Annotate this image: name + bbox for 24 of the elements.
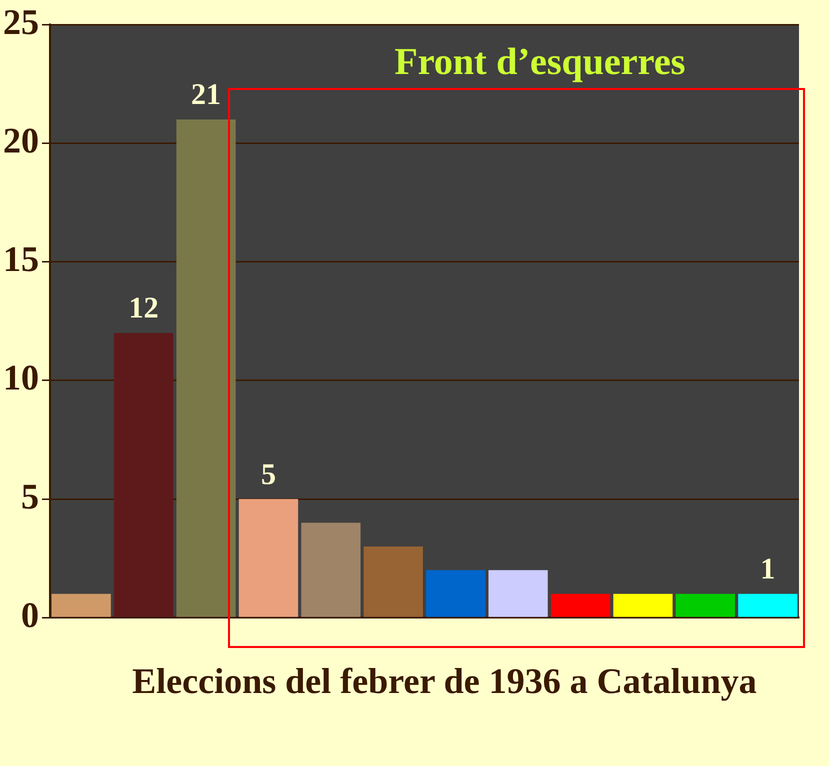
y-tick-label: 0 xyxy=(21,594,39,635)
data-label: 1 xyxy=(760,552,776,586)
bar xyxy=(426,570,486,617)
bar xyxy=(114,332,174,617)
y-tick-label: 20 xyxy=(3,120,39,160)
y-tick-label: 5 xyxy=(21,476,39,516)
bar xyxy=(176,119,236,617)
x-axis-title: Eleccions del febrer de 1936 a Catalunya xyxy=(131,660,758,703)
bar xyxy=(238,499,298,617)
bar xyxy=(613,594,673,617)
bar xyxy=(738,594,798,617)
bar xyxy=(52,594,111,617)
bar xyxy=(550,594,610,617)
y-tick-label: 25 xyxy=(3,2,39,42)
bar xyxy=(676,594,736,617)
annotation: Front d’esquerres xyxy=(394,40,686,84)
bar xyxy=(488,570,548,617)
bar xyxy=(301,522,361,617)
data-label: 5 xyxy=(260,458,276,491)
bar xyxy=(364,546,423,617)
y-tick-label: 15 xyxy=(3,239,39,280)
data-label: 21 xyxy=(191,78,222,112)
data-label: 12 xyxy=(128,292,159,325)
y-tick-label: 10 xyxy=(3,358,39,398)
